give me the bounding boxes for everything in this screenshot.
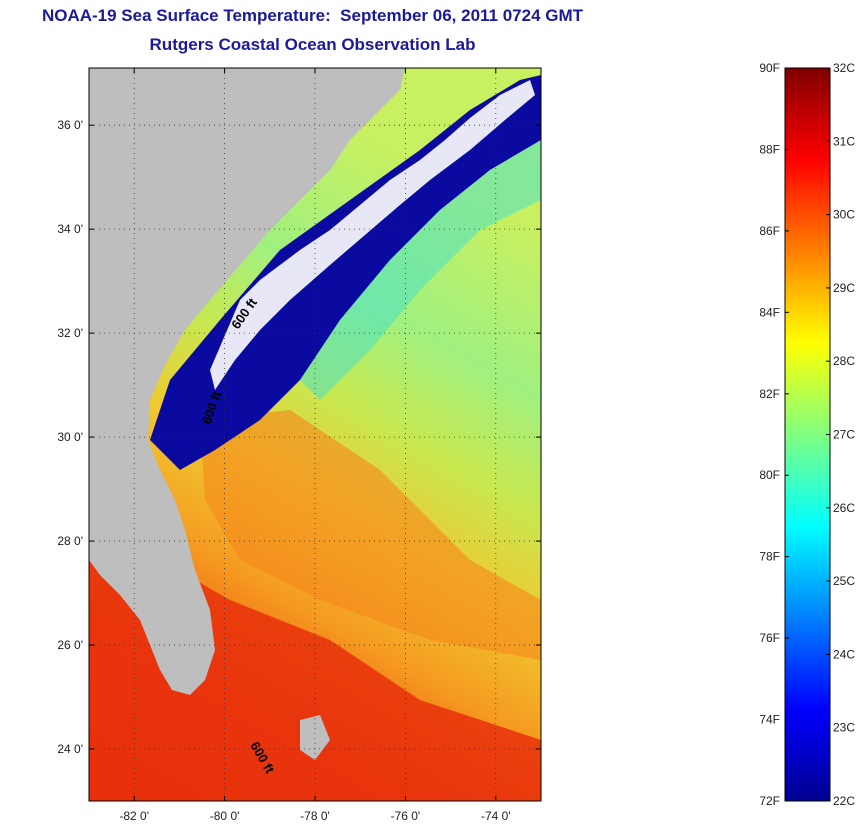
latitude-tick-label: 32 0' <box>57 326 83 340</box>
latitude-tick-label: 34 0' <box>57 222 83 236</box>
gulf-stream-orange <box>200 410 541 660</box>
fahrenheit-ticks: 72F 74F 76F 78F 80F 82F 84F 86F 88F 90F <box>759 61 789 808</box>
longitude-tick-label: -78 0' <box>300 809 330 823</box>
latitude-tick-label: 30 0' <box>57 430 83 444</box>
longitude-tick-label: -76 0' <box>391 809 421 823</box>
celsius-label: 26C <box>833 501 855 515</box>
land-bahamas <box>300 715 330 760</box>
latitude-tick-label: 26 0' <box>57 638 83 652</box>
fahrenheit-label: 80F <box>759 468 780 482</box>
cloud-mask <box>210 80 535 390</box>
celsius-label: 31C <box>833 134 855 148</box>
colorbar-scale <box>784 67 831 802</box>
fahrenheit-label: 88F <box>759 142 780 156</box>
celsius-label: 30C <box>833 208 855 222</box>
celsius-label: 28C <box>833 354 855 368</box>
map-subtitle: Rutgers Coastal Ocean Observation Lab <box>149 35 476 54</box>
celsius-label: 27C <box>833 428 855 442</box>
latitude-tick-label: 28 0' <box>57 534 83 548</box>
map-title: NOAA-19 Sea Surface Temperature: Septemb… <box>41 6 584 25</box>
celsius-label: 32C <box>833 61 855 75</box>
longitude-ticks: -82 0' -80 0' -78 0' -76 0' -74 0' <box>119 68 511 823</box>
land-us-coast <box>89 68 405 695</box>
cool-band <box>300 140 541 400</box>
fahrenheit-label: 72F <box>759 794 780 808</box>
longitude-tick-label: -82 0' <box>119 809 149 823</box>
fahrenheit-label: 86F <box>759 224 780 238</box>
celsius-label: 25C <box>833 574 855 588</box>
cold-shelf-water <box>150 75 541 470</box>
fahrenheit-label: 84F <box>759 305 780 319</box>
map-grid <box>89 68 541 801</box>
fahrenheit-label: 82F <box>759 387 780 401</box>
celsius-label: 24C <box>833 647 855 661</box>
latitude-ticks: 24 0' 26 0' 28 0' 30 0' 32 0' 34 0' 36 0' <box>57 118 541 756</box>
longitude-tick-label: -74 0' <box>481 809 511 823</box>
latitude-tick-label: 36 0' <box>57 118 83 132</box>
fahrenheit-label: 90F <box>759 61 780 75</box>
fahrenheit-label: 78F <box>759 550 780 564</box>
celsius-label: 22C <box>833 794 855 808</box>
fahrenheit-label: 76F <box>759 631 780 645</box>
celsius-label: 23C <box>833 721 855 735</box>
celsius-ticks: 22C 23C 24C 25C 26C 27C 28C 29C 30C 31C 32C <box>826 61 855 808</box>
longitude-tick-label: -80 0' <box>210 809 240 823</box>
fahrenheit-label: 74F <box>759 713 780 727</box>
celsius-label: 29C <box>833 281 855 295</box>
latitude-tick-label: 24 0' <box>57 742 83 756</box>
